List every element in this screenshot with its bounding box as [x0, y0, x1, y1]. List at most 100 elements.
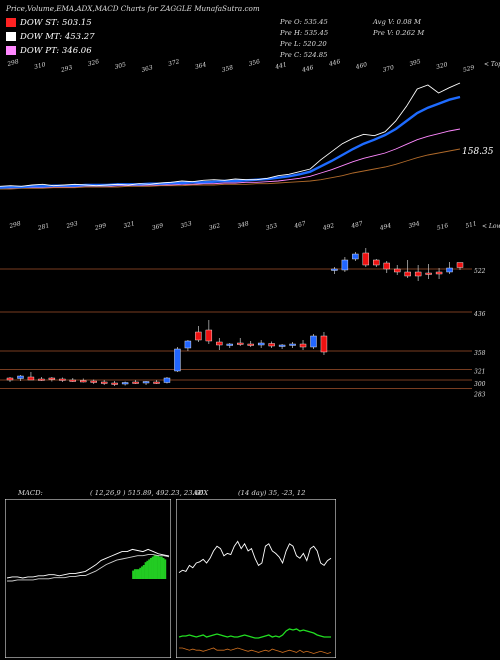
- ema-line-ema-brown: [0, 148, 461, 190]
- ema-price-label: 158.35: [462, 147, 494, 157]
- low-label: 516: [436, 222, 449, 232]
- candle-body: [414, 271, 422, 277]
- top-label: 293: [59, 64, 73, 74]
- top-label: 395: [409, 58, 422, 68]
- candle-body: [111, 382, 118, 385]
- candle-body: [100, 381, 108, 384]
- top-label: 363: [141, 64, 154, 74]
- candle-body: [237, 342, 244, 345]
- candle-body: [257, 342, 265, 346]
- adx-values: (14 day) 35, -23, 12: [238, 489, 306, 497]
- adx-di-minus-line: [179, 647, 332, 654]
- candle-body: [205, 329, 213, 342]
- level-label: 283: [473, 392, 486, 399]
- macd-hist-bar: [164, 559, 167, 579]
- top-label: 370: [382, 64, 395, 74]
- legend-item-dow-pt: DOW PT: 346.06: [6, 45, 92, 56]
- adx-frame: [176, 499, 336, 658]
- stat-prev-low: Pre L: 520.20: [280, 40, 327, 48]
- stat-prev-open: Pre O: 535.45: [280, 18, 328, 26]
- low-label: 353: [265, 222, 278, 232]
- macd-hist-bar: [144, 562, 147, 579]
- top-label: 446: [301, 64, 315, 74]
- macd-hist-bar: [151, 556, 154, 579]
- candle-body: [362, 252, 370, 266]
- candle-body: [435, 271, 443, 275]
- top-label: 364: [194, 61, 207, 71]
- adx-line: [178, 628, 331, 639]
- candle-body: [320, 335, 328, 353]
- legend-item-dow-st: DOW ST: 503.15: [6, 17, 92, 28]
- low-label: 511: [465, 220, 478, 230]
- candle-body: [27, 376, 35, 381]
- candle-body: [195, 331, 202, 341]
- macd-hist-bar: [142, 565, 145, 579]
- candle-body: [163, 377, 171, 383]
- top-label: 446: [327, 58, 341, 68]
- adx-di-plus-line: [178, 540, 332, 573]
- low-label: 394: [408, 220, 421, 230]
- candle-body: [404, 271, 411, 277]
- candle-body: [310, 335, 317, 348]
- stat-prev-volume: Pre V: 0.262 M: [373, 29, 425, 37]
- candle-body: [6, 377, 14, 381]
- low-label: 348: [237, 220, 250, 230]
- level-label: 300: [474, 381, 486, 388]
- candle-body: [299, 343, 307, 348]
- candle-body: [69, 379, 76, 382]
- candle-body: [38, 378, 45, 381]
- stat-prev-high: Pre H: 535.45: [280, 29, 329, 37]
- candle-body: [331, 268, 338, 271]
- ema-line-ema-blue: [0, 95, 461, 189]
- macd-hist-bar: [135, 569, 138, 579]
- legend-item-dow-mt: DOW MT: 453.27: [6, 31, 95, 42]
- candle-body: [142, 381, 150, 384]
- legend-swatch-dow-pt: [6, 46, 16, 55]
- legend-label-dow-st: DOW ST: 503.15: [20, 17, 92, 28]
- legend-label-dow-mt: DOW MT: 453.27: [20, 31, 95, 42]
- macd-main-line: [6, 548, 170, 579]
- low-label: 298: [8, 220, 22, 230]
- macd-hist-bar: [133, 569, 136, 579]
- candle-body: [48, 377, 56, 380]
- ema-line-ema-pink: [0, 128, 461, 189]
- candle-body: [121, 382, 129, 385]
- macd-hist-bar: [158, 556, 161, 579]
- low-label: 362: [208, 222, 221, 232]
- low-label: 494: [378, 222, 392, 232]
- low-label: 281: [36, 222, 50, 232]
- macd-hist-bar: [148, 559, 151, 579]
- candle-body: [90, 380, 97, 383]
- stat-avg-volume: Avg V: 0.08 M: [373, 18, 421, 26]
- level-label: 436: [473, 311, 486, 318]
- macd-hist-bar: [157, 555, 160, 579]
- macd-hist-bar: [162, 558, 165, 579]
- candle-body: [425, 272, 432, 275]
- adx-chart: [176, 499, 336, 658]
- level-label: 321: [474, 369, 485, 376]
- macd-hist-bar: [155, 555, 158, 579]
- tops-corner-label: < Tops: [484, 61, 500, 68]
- low-label: 293: [65, 220, 79, 230]
- low-label: 487: [350, 220, 364, 230]
- low-label: 299: [93, 222, 107, 232]
- candle-body: [184, 340, 192, 349]
- candle-body: [446, 267, 453, 273]
- top-label: 356: [248, 58, 261, 68]
- top-label: 298: [6, 58, 20, 68]
- low-label: 321: [123, 220, 136, 230]
- candle-body: [456, 262, 464, 268]
- macd-hist-bar: [146, 560, 149, 579]
- low-label: 369: [151, 222, 164, 232]
- candle-body: [341, 259, 349, 271]
- macd-label: MACD:: [18, 489, 43, 497]
- top-label: 460: [354, 61, 368, 71]
- candle-body: [216, 341, 223, 346]
- candle-body: [174, 348, 181, 372]
- candle-body: [289, 343, 296, 346]
- candle-body: [226, 343, 233, 346]
- macd-values: ( 12,26,9 ) 515.89, 492.23, 23.66: [90, 489, 204, 497]
- legend-swatch-dow-mt: [6, 32, 16, 41]
- level-label: 522: [474, 268, 486, 275]
- ema-chart: 298 310 293 326 305 363 372 364 358 356 441 446 446 4…: [0, 58, 500, 190]
